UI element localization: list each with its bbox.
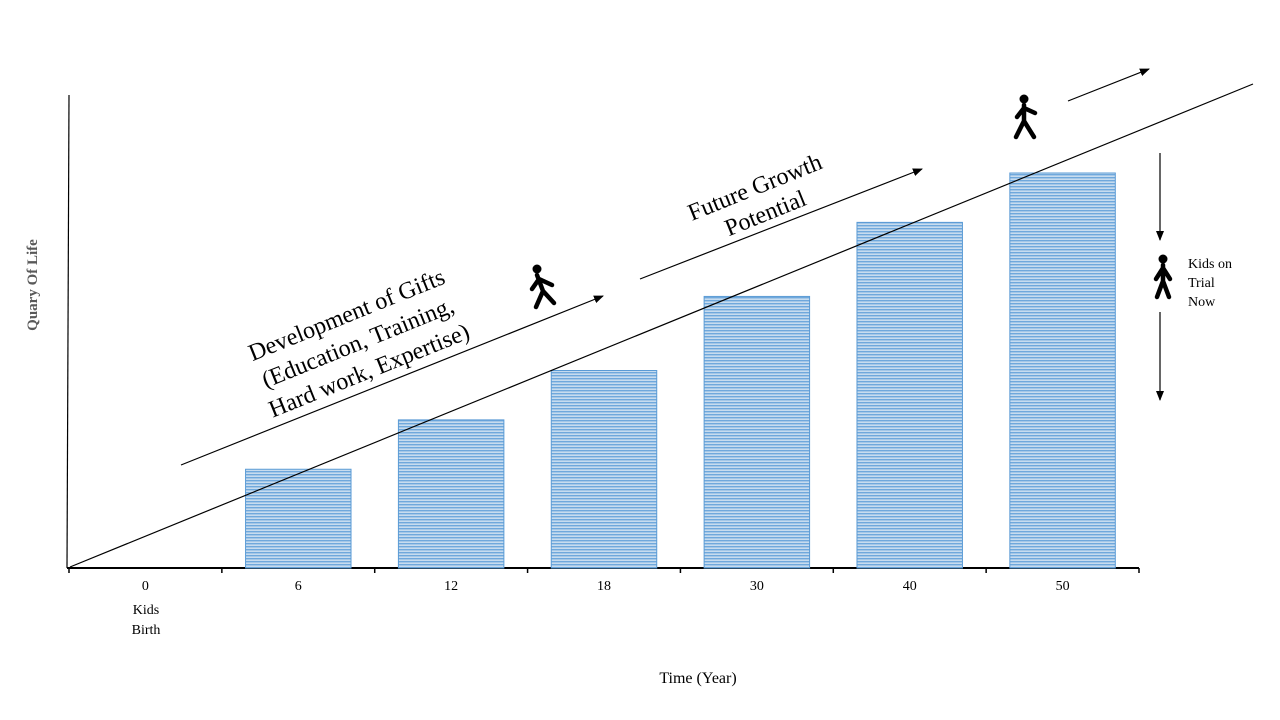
- x-tick-label: 12: [444, 579, 458, 594]
- trial-line-2: Trial: [1188, 276, 1215, 291]
- development-arrow: [180, 295, 604, 466]
- trend-line: [69, 83, 1254, 568]
- bar-18: [550, 370, 658, 569]
- bar-30: [703, 295, 811, 569]
- standing-person-icon: [1153, 254, 1173, 300]
- birth-note-line-2: Birth: [132, 623, 161, 638]
- walking-person-icon: [1013, 94, 1038, 140]
- bar-50: [1009, 172, 1116, 569]
- future-growth-annotation: Future Growth Potential: [684, 149, 825, 242]
- x-axis-label: Time (Year): [659, 670, 736, 687]
- trial-line-3: Now: [1188, 295, 1216, 310]
- trial-line-1: Kids on: [1188, 257, 1232, 272]
- x-tick-label: 40: [903, 579, 917, 594]
- development-annotation: Development of Gifts (Education, Trainin…: [245, 264, 473, 423]
- y-axis-label: Quary Of Life: [25, 239, 41, 331]
- bar-6: [245, 468, 352, 569]
- x-tick-label: 50: [1056, 579, 1070, 594]
- future-growth-arrow: [639, 168, 923, 280]
- x-tick-label: 6: [295, 579, 302, 594]
- x-tick-label: 30: [750, 579, 764, 594]
- x-tick-label: 0: [142, 579, 149, 594]
- bar-40: [856, 221, 963, 569]
- x-tick-label: 18: [597, 579, 611, 594]
- birth-note-line-1: Kids: [133, 603, 159, 618]
- y-axis: [66, 94, 70, 569]
- bar-12: [397, 419, 505, 569]
- top-arrow: [1067, 68, 1150, 102]
- walking-person-icon: [529, 264, 557, 310]
